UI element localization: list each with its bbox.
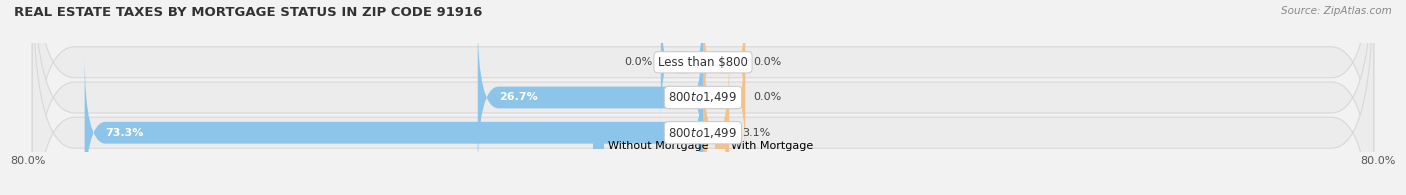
- Text: $800 to $1,499: $800 to $1,499: [668, 90, 738, 105]
- Text: 26.7%: 26.7%: [499, 92, 537, 103]
- Text: Less than $800: Less than $800: [658, 56, 748, 69]
- FancyBboxPatch shape: [84, 56, 703, 195]
- FancyBboxPatch shape: [32, 0, 1374, 195]
- FancyBboxPatch shape: [703, 38, 745, 157]
- Text: 0.0%: 0.0%: [624, 57, 652, 67]
- Text: 73.3%: 73.3%: [105, 128, 143, 138]
- Text: 0.0%: 0.0%: [754, 92, 782, 103]
- Text: 3.1%: 3.1%: [742, 128, 770, 138]
- Text: Source: ZipAtlas.com: Source: ZipAtlas.com: [1281, 6, 1392, 16]
- Legend: Without Mortgage, With Mortgage: Without Mortgage, With Mortgage: [588, 136, 818, 155]
- FancyBboxPatch shape: [661, 3, 703, 122]
- FancyBboxPatch shape: [32, 0, 1374, 195]
- FancyBboxPatch shape: [703, 3, 745, 122]
- Text: REAL ESTATE TAXES BY MORTGAGE STATUS IN ZIP CODE 91916: REAL ESTATE TAXES BY MORTGAGE STATUS IN …: [14, 6, 482, 19]
- Text: $800 to $1,499: $800 to $1,499: [668, 126, 738, 140]
- FancyBboxPatch shape: [703, 56, 730, 195]
- Text: 0.0%: 0.0%: [754, 57, 782, 67]
- FancyBboxPatch shape: [32, 0, 1374, 195]
- FancyBboxPatch shape: [478, 20, 703, 175]
